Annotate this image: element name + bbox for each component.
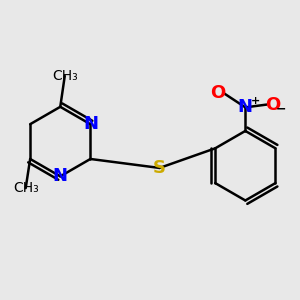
Text: −: − — [275, 103, 286, 116]
Text: N: N — [238, 98, 253, 116]
Text: CH₃: CH₃ — [52, 69, 78, 83]
Text: CH₃: CH₃ — [13, 181, 38, 195]
Text: +: + — [251, 96, 260, 106]
Text: O: O — [265, 96, 280, 114]
Text: N: N — [83, 115, 98, 133]
Text: S: S — [153, 159, 166, 177]
Text: O: O — [210, 84, 225, 102]
Text: N: N — [53, 167, 68, 185]
